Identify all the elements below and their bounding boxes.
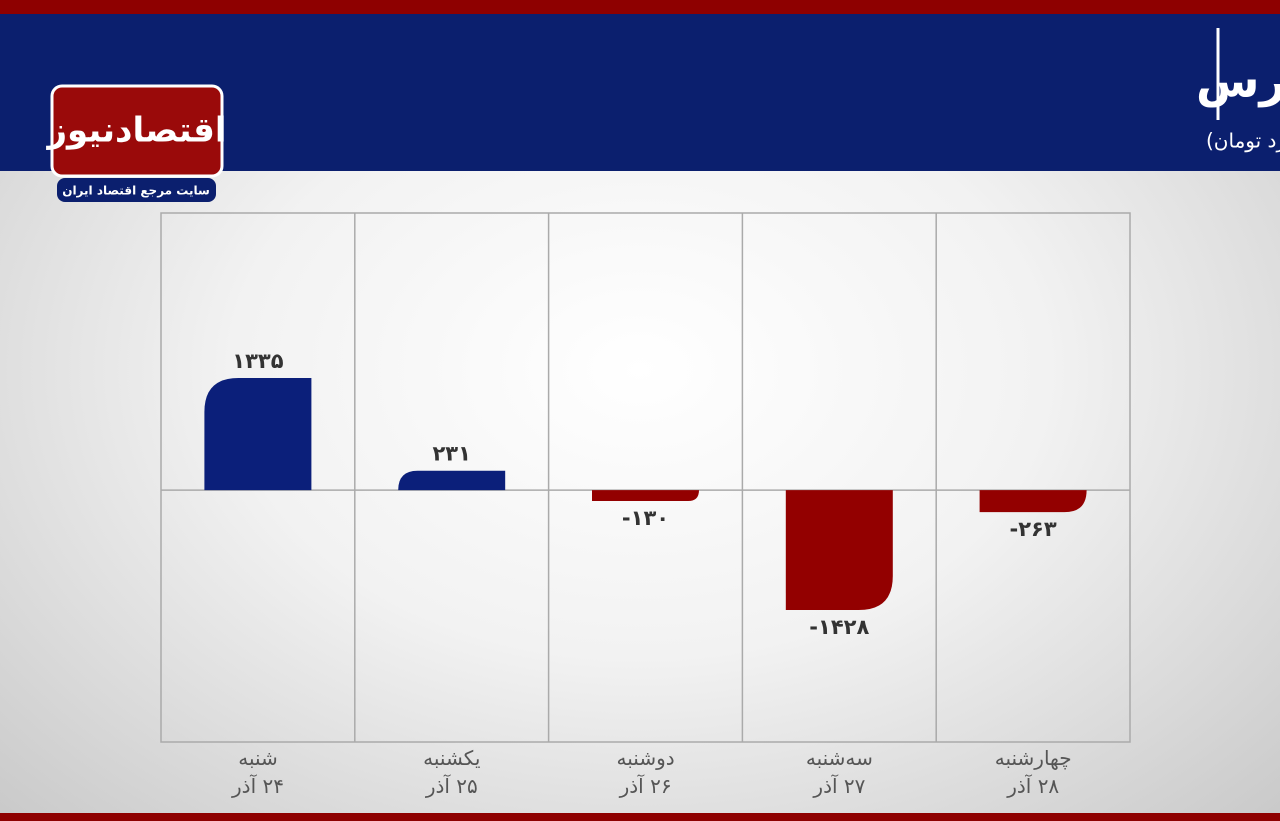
chart-title: روند ورود و خروج پول حقیقی در بورس: [1196, 54, 1280, 109]
bottom-strip: [0, 813, 1280, 821]
logo-box: [50, 84, 224, 178]
x-tick-label: شنبه ۲۴ آذر: [232, 746, 284, 798]
x-tick-label: یکشنبه ۲۵ آذر: [423, 746, 481, 798]
logo-name: اقتصادنیوز: [45, 111, 226, 151]
bar: [785, 490, 893, 611]
bar: [979, 490, 1087, 513]
logo-tagline: سایت مرجع اقتصاد ایران: [62, 184, 210, 198]
value-label: ۱۳۳۵: [232, 349, 283, 373]
bar: [592, 490, 699, 502]
value-label: -۱۴۲۸: [809, 615, 869, 639]
logo-tagline-box: [57, 178, 216, 202]
value-label: -۱۳۰: [622, 506, 669, 530]
chart-subtitle: (واحد:میلیارد تومان): [1206, 129, 1280, 153]
bar: [398, 470, 506, 491]
bar: [204, 377, 312, 491]
plot-frame: [160, 212, 1131, 743]
top-strip: [0, 0, 1280, 14]
value-label: ۲۳۱: [432, 442, 470, 466]
value-label: -۲۶۳: [1010, 517, 1057, 541]
x-tick-label: دوشنبه ۲۶ آذر: [616, 746, 675, 798]
x-tick-label: سه‌شنبه ۲۷ آذر: [805, 746, 873, 798]
x-tick-label: چهارشنبه ۲۸ آذر: [994, 746, 1072, 798]
